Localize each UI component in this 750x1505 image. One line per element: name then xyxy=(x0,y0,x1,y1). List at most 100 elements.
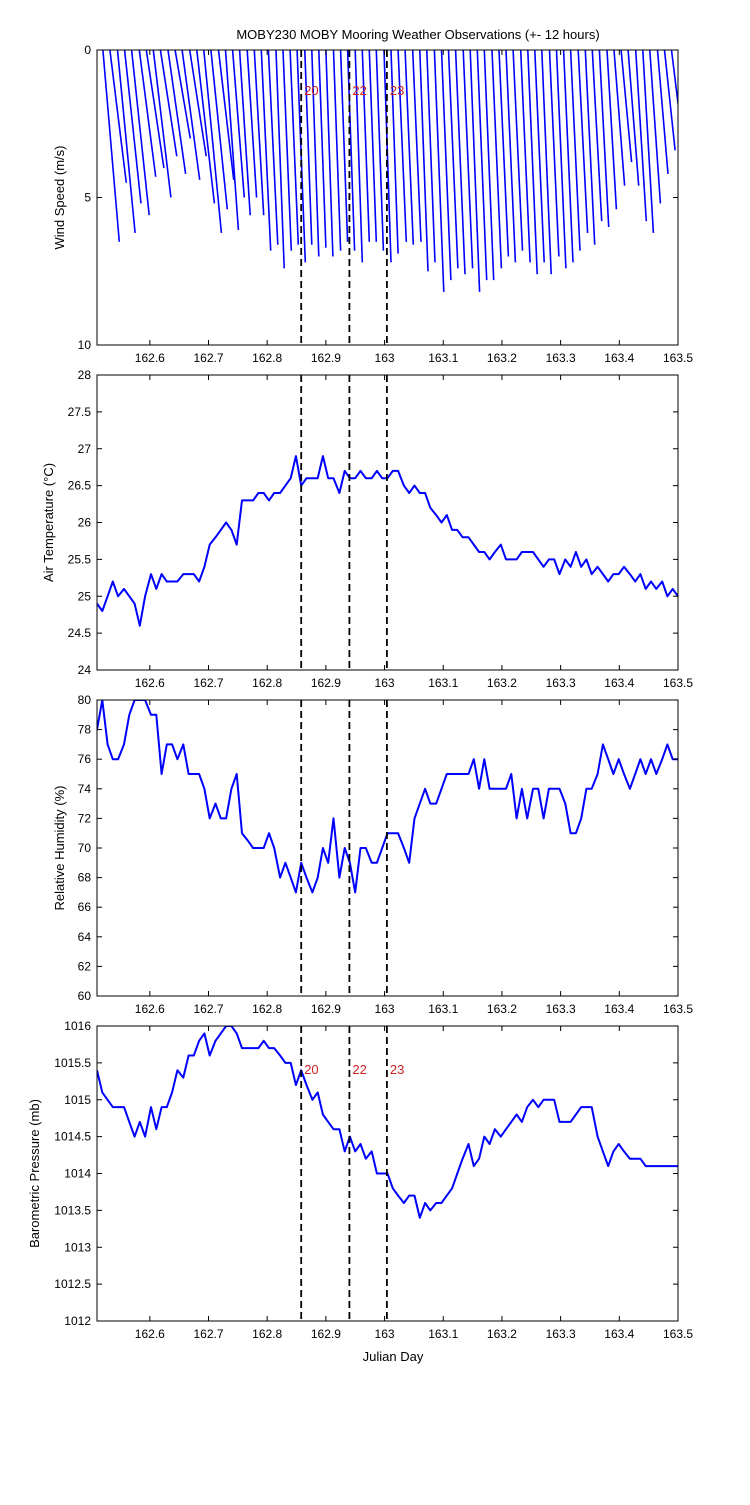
air-x-tick-label-2: 162.8 xyxy=(252,676,282,690)
pres-event-label-20: 20 xyxy=(304,1062,318,1077)
pres-x-tick-label-7: 163.3 xyxy=(546,1327,576,1341)
wind-y-tick-label-1: 5 xyxy=(84,191,91,205)
wind-vector-73 xyxy=(627,50,640,186)
wind-y-tick-label-0: 0 xyxy=(84,43,91,57)
air-y-tick-label-3: 25.5 xyxy=(68,552,92,566)
pres-y-tick-label-1: 1012.5 xyxy=(54,1277,91,1291)
wind-vector-58 xyxy=(519,50,531,263)
pres-x-tick-label-2: 162.8 xyxy=(252,1327,282,1341)
pres-x-tick-label-8: 163.4 xyxy=(604,1327,634,1341)
air-x-tick-label-3: 162.9 xyxy=(311,676,341,690)
air-x-tick-label-0: 162.6 xyxy=(135,676,165,690)
rh-x-tick-label-7: 163.3 xyxy=(546,1002,576,1016)
wind-x-tick-label-0: 162.6 xyxy=(135,351,165,365)
chart-title: MOBY230 MOBY Mooring Weather Observation… xyxy=(236,27,599,42)
wind-vector-22 xyxy=(260,50,272,251)
wind-vector-37 xyxy=(368,50,378,242)
wind-vector-10 xyxy=(174,50,192,139)
wind-vector-31 xyxy=(325,50,334,257)
wind-vector-2 xyxy=(116,50,136,233)
pres-x-tick-label-3: 162.9 xyxy=(311,1327,341,1341)
wind-vector-17 xyxy=(224,50,240,230)
air-y-tick-label-7: 27.5 xyxy=(68,405,92,419)
wind-vector-41 xyxy=(397,50,408,242)
wind-vector-46 xyxy=(433,50,445,292)
wind-vector-18 xyxy=(231,50,246,198)
wind-vector-78 xyxy=(663,50,676,151)
wind-x-tick-label-6: 163.2 xyxy=(487,351,517,365)
wind-vector-33 xyxy=(339,50,349,242)
wind-vector-66 xyxy=(577,50,589,233)
pres-y-tick-label-5: 1014.5 xyxy=(54,1130,91,1144)
wind-vector-67 xyxy=(584,50,596,245)
wind-vector-6 xyxy=(145,50,165,169)
wind-vectors xyxy=(102,50,678,292)
wind-vector-63 xyxy=(555,50,567,269)
air-y-tick-label-5: 26.5 xyxy=(68,479,92,493)
wind-vector-9 xyxy=(167,50,187,175)
wind-x-tick-label-2: 162.8 xyxy=(252,351,282,365)
air-x-tick-label-8: 163.4 xyxy=(604,676,634,690)
rh-y-axis-label: Relative Humidity (%) xyxy=(52,786,67,911)
rh-y-tick-label-6: 72 xyxy=(78,811,92,825)
wind-vector-61 xyxy=(541,50,552,275)
rh-y-tick-label-2: 64 xyxy=(78,930,92,944)
wind-vector-39 xyxy=(383,50,392,263)
air-x-tick-label-1: 162.7 xyxy=(193,676,223,690)
wind-vector-62 xyxy=(548,50,560,257)
air-y-tick-label-0: 24 xyxy=(78,663,92,677)
wind-vector-7 xyxy=(152,50,172,198)
air-x-tick-label-6: 163.2 xyxy=(487,676,517,690)
air-x-tick-label-7: 163.3 xyxy=(546,676,576,690)
wind-vector-69 xyxy=(598,50,610,228)
wind-vector-53 xyxy=(483,50,495,281)
wind-vector-26 xyxy=(289,50,300,245)
wind-x-tick-label-8: 163.4 xyxy=(604,351,634,365)
rh-x-tick-label-3: 162.9 xyxy=(311,1002,341,1016)
wind-vector-65 xyxy=(569,50,581,251)
wind-x-tick-label-1: 162.7 xyxy=(193,351,223,365)
pres-y-axis-label: Barometric Pressure (mb) xyxy=(27,1099,42,1248)
wind-vector-29 xyxy=(311,50,320,257)
rh-y-tick-label-4: 68 xyxy=(78,871,92,885)
wind-vector-36 xyxy=(361,50,371,242)
wind-vector-25 xyxy=(282,50,293,251)
wind-vector-40 xyxy=(390,50,399,254)
rh-y-tick-label-9: 78 xyxy=(78,723,92,737)
wind-vector-20 xyxy=(246,50,258,198)
x-axis-label: Julian Day xyxy=(363,1349,424,1364)
air-y-tick-label-1: 24.5 xyxy=(68,626,92,640)
wind-vector-4 xyxy=(130,50,150,216)
wind-vector-44 xyxy=(419,50,429,272)
pres-x-tick-label-5: 163.1 xyxy=(428,1327,458,1341)
wind-vector-77 xyxy=(656,50,669,174)
rh-x-tick-label-2: 162.8 xyxy=(252,1002,282,1016)
pres-y-tick-label-4: 1014 xyxy=(64,1167,91,1181)
pres-x-tick-label-0: 162.6 xyxy=(135,1327,165,1341)
pres-x-tick-label-9: 163.5 xyxy=(663,1327,693,1341)
wind-vector-27 xyxy=(296,50,307,263)
wind-vector-43 xyxy=(411,50,422,242)
wind-vector-8 xyxy=(159,50,178,157)
wind-vector-68 xyxy=(591,50,603,222)
air-y-tick-label-6: 27 xyxy=(78,442,92,456)
air-x-tick-label-4: 163 xyxy=(375,676,395,690)
wind-vector-1 xyxy=(109,50,128,183)
wind-vector-70 xyxy=(606,50,618,210)
wind-vector-5 xyxy=(138,50,157,177)
wind-vector-49 xyxy=(454,50,466,275)
pres-y-tick-label-0: 1012 xyxy=(64,1314,91,1328)
wind-vector-32 xyxy=(332,50,342,251)
wind-x-tick-label-5: 163.1 xyxy=(428,351,458,365)
wind-vector-11 xyxy=(181,50,201,180)
air-y-tick-label-8: 28 xyxy=(78,368,92,382)
air-y-tick-label-2: 25 xyxy=(78,589,92,603)
rh-x-tick-label-0: 162.6 xyxy=(135,1002,165,1016)
wind-x-tick-label-9: 163.5 xyxy=(663,351,693,365)
wind-vector-12 xyxy=(188,50,207,157)
rh-x-tick-label-4: 163 xyxy=(375,1002,395,1016)
wind-vector-79 xyxy=(670,50,678,110)
